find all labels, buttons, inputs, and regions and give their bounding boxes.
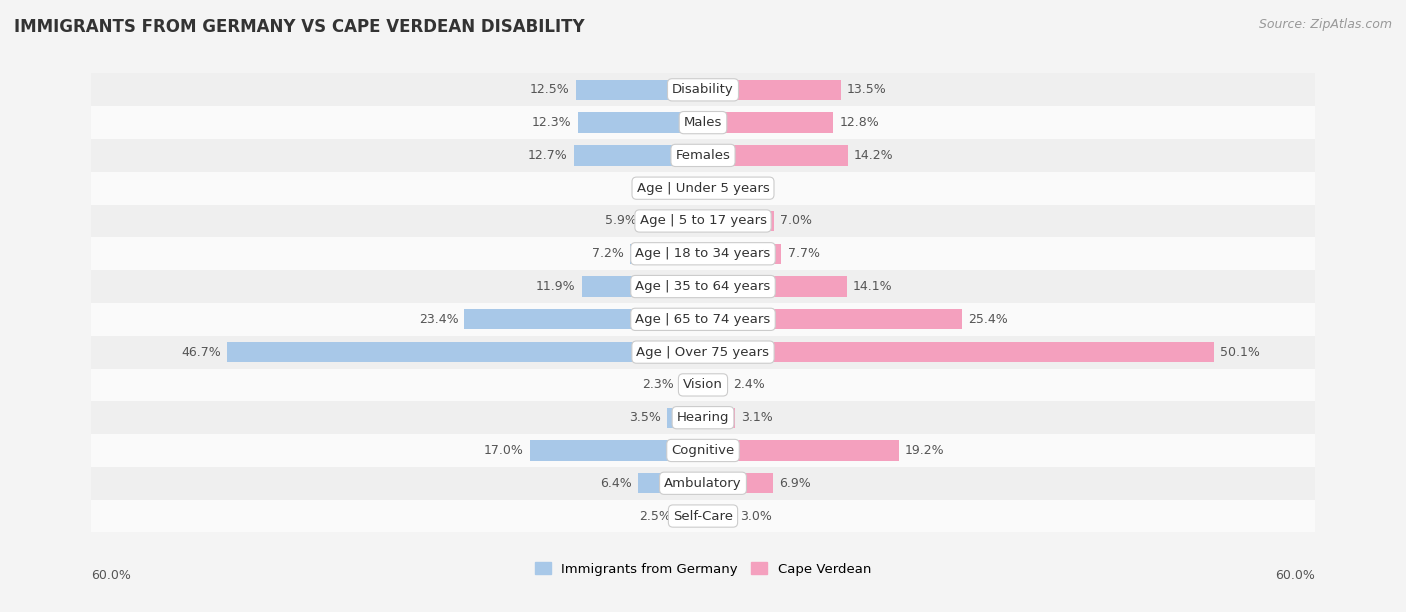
- Bar: [703, 80, 841, 100]
- Bar: [91, 270, 1315, 303]
- Bar: [703, 506, 734, 526]
- Text: 12.8%: 12.8%: [839, 116, 879, 129]
- Text: 11.9%: 11.9%: [536, 280, 575, 293]
- Text: Females: Females: [675, 149, 731, 162]
- Text: 14.1%: 14.1%: [853, 280, 893, 293]
- Bar: [703, 145, 848, 166]
- Text: 3.1%: 3.1%: [741, 411, 772, 424]
- Bar: [703, 277, 846, 297]
- Bar: [703, 113, 834, 133]
- Bar: [464, 309, 703, 329]
- Bar: [630, 244, 703, 264]
- Bar: [91, 336, 1315, 368]
- Bar: [643, 211, 703, 231]
- Bar: [703, 342, 1213, 362]
- Text: 46.7%: 46.7%: [181, 346, 221, 359]
- Text: 6.4%: 6.4%: [600, 477, 631, 490]
- Bar: [530, 440, 703, 461]
- Bar: [91, 73, 1315, 106]
- Text: 14.2%: 14.2%: [853, 149, 893, 162]
- Legend: Immigrants from Germany, Cape Verdean: Immigrants from Germany, Cape Verdean: [530, 557, 876, 581]
- Text: Age | Over 75 years: Age | Over 75 years: [637, 346, 769, 359]
- Bar: [703, 473, 773, 493]
- Text: Age | Under 5 years: Age | Under 5 years: [637, 182, 769, 195]
- Bar: [91, 204, 1315, 237]
- Text: Age | 5 to 17 years: Age | 5 to 17 years: [640, 214, 766, 228]
- Text: 7.2%: 7.2%: [592, 247, 623, 260]
- Bar: [91, 368, 1315, 401]
- Bar: [91, 172, 1315, 204]
- Text: Males: Males: [683, 116, 723, 129]
- Bar: [703, 211, 775, 231]
- Text: 3.0%: 3.0%: [740, 510, 772, 523]
- Text: 13.5%: 13.5%: [846, 83, 886, 96]
- Bar: [574, 145, 703, 166]
- Text: Hearing: Hearing: [676, 411, 730, 424]
- Text: Age | 35 to 64 years: Age | 35 to 64 years: [636, 280, 770, 293]
- Bar: [91, 237, 1315, 270]
- Bar: [582, 277, 703, 297]
- Text: 2.5%: 2.5%: [640, 510, 672, 523]
- Bar: [703, 375, 727, 395]
- Text: Ambulatory: Ambulatory: [664, 477, 742, 490]
- Bar: [668, 408, 703, 428]
- Bar: [689, 178, 703, 198]
- Bar: [638, 473, 703, 493]
- Text: 17.0%: 17.0%: [484, 444, 523, 457]
- Bar: [91, 467, 1315, 499]
- Text: 19.2%: 19.2%: [905, 444, 945, 457]
- Bar: [703, 244, 782, 264]
- Bar: [91, 401, 1315, 434]
- Bar: [679, 375, 703, 395]
- Bar: [703, 440, 898, 461]
- Text: 3.5%: 3.5%: [630, 411, 661, 424]
- Text: Vision: Vision: [683, 378, 723, 392]
- Text: Cognitive: Cognitive: [672, 444, 734, 457]
- Text: Source: ZipAtlas.com: Source: ZipAtlas.com: [1258, 18, 1392, 31]
- Text: Age | 65 to 74 years: Age | 65 to 74 years: [636, 313, 770, 326]
- Text: 7.7%: 7.7%: [787, 247, 820, 260]
- Bar: [91, 434, 1315, 467]
- Text: Disability: Disability: [672, 83, 734, 96]
- Bar: [578, 113, 703, 133]
- Text: 5.9%: 5.9%: [605, 214, 637, 228]
- Bar: [91, 106, 1315, 139]
- Text: 12.5%: 12.5%: [530, 83, 569, 96]
- Bar: [703, 408, 734, 428]
- Text: 7.0%: 7.0%: [780, 214, 813, 228]
- Text: 12.7%: 12.7%: [527, 149, 568, 162]
- Text: 2.4%: 2.4%: [734, 378, 765, 392]
- Text: 1.7%: 1.7%: [727, 182, 758, 195]
- Text: 2.3%: 2.3%: [641, 378, 673, 392]
- Text: 12.3%: 12.3%: [531, 116, 571, 129]
- Bar: [575, 80, 703, 100]
- Text: IMMIGRANTS FROM GERMANY VS CAPE VERDEAN DISABILITY: IMMIGRANTS FROM GERMANY VS CAPE VERDEAN …: [14, 18, 585, 36]
- Text: 6.9%: 6.9%: [779, 477, 811, 490]
- Bar: [678, 506, 703, 526]
- Bar: [91, 303, 1315, 336]
- Text: 50.1%: 50.1%: [1220, 346, 1260, 359]
- Text: Age | 18 to 34 years: Age | 18 to 34 years: [636, 247, 770, 260]
- Bar: [703, 309, 962, 329]
- Bar: [703, 178, 720, 198]
- Bar: [91, 499, 1315, 532]
- Text: Self-Care: Self-Care: [673, 510, 733, 523]
- Text: 60.0%: 60.0%: [91, 569, 131, 582]
- Bar: [226, 342, 703, 362]
- Text: 60.0%: 60.0%: [1275, 569, 1315, 582]
- Text: 25.4%: 25.4%: [967, 313, 1008, 326]
- Bar: [91, 139, 1315, 172]
- Text: 23.4%: 23.4%: [419, 313, 458, 326]
- Text: 1.4%: 1.4%: [651, 182, 683, 195]
